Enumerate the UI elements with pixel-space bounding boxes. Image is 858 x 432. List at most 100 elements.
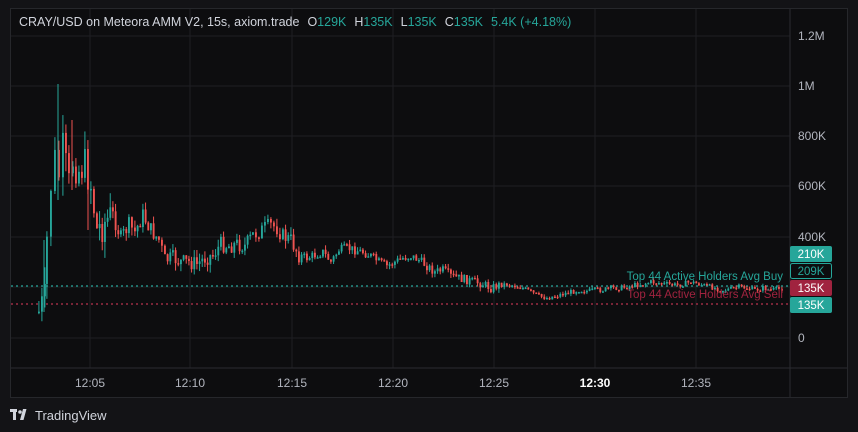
ohlc-legend: CRAY/USD on Meteora AMM V2, 15s, axiom.t… — [19, 15, 571, 29]
candle-body — [314, 252, 316, 258]
candle-body — [131, 217, 133, 228]
candle-body — [516, 287, 519, 289]
candle-body — [759, 290, 762, 293]
candle-body — [716, 287, 719, 292]
candle-body — [570, 289, 572, 294]
candle-body — [706, 284, 708, 286]
candle-body — [383, 260, 386, 262]
candle-body — [610, 285, 612, 289]
open-value: 129K — [317, 15, 347, 29]
avg-sell-label: Top 44 Active Holders Avg Sell — [627, 289, 783, 301]
candle-body — [174, 250, 177, 264]
candle-body — [44, 283, 46, 297]
candle-body — [623, 285, 626, 288]
candle-body — [327, 253, 330, 260]
candle-body — [351, 246, 354, 251]
candle-body — [134, 227, 136, 232]
candle-body — [754, 286, 756, 289]
candle-body — [295, 249, 298, 252]
candle-body — [738, 284, 740, 288]
candle-body — [58, 149, 60, 178]
candle-body — [147, 222, 150, 231]
candle-body — [172, 250, 174, 253]
time-tick: 12:05 — [75, 376, 105, 390]
candle-body — [46, 236, 48, 284]
low-value: 135K — [407, 15, 437, 29]
candle-body — [698, 283, 700, 286]
candle-body — [303, 253, 306, 256]
chart-panel[interactable] — [10, 8, 848, 398]
candlesticks — [38, 84, 783, 322]
candle-body — [394, 261, 396, 265]
price-tick: 800K — [798, 129, 826, 143]
candle-body — [106, 217, 109, 222]
footer-branding[interactable]: TradingView — [10, 406, 107, 424]
candle-body — [139, 225, 142, 228]
candle-body — [439, 268, 442, 272]
candle-body — [746, 288, 748, 290]
candle-body — [500, 282, 503, 287]
candle-body — [655, 283, 658, 285]
candle-body — [607, 287, 610, 289]
candle-body — [484, 282, 487, 286]
candle-body — [335, 254, 338, 257]
candle-body — [626, 287, 628, 290]
close-label: C — [444, 15, 454, 29]
candle-body — [426, 265, 428, 271]
candle-body — [772, 287, 775, 290]
time-tick: 12:15 — [277, 376, 307, 390]
candle-body — [273, 222, 275, 227]
candle-body — [692, 281, 695, 284]
candle-body — [676, 283, 679, 285]
time-tick: 12:20 — [378, 376, 408, 390]
candle-body — [220, 236, 222, 247]
candle-body — [535, 292, 538, 295]
candle-body — [434, 271, 436, 274]
candle-body — [423, 257, 426, 266]
time-axis[interactable]: 12:05 12:10 12:15 12:20 12:25 12:30 12:3… — [75, 376, 711, 390]
candle-body — [634, 282, 636, 287]
candle-body — [164, 245, 166, 255]
candle-body — [730, 287, 732, 289]
buy-price-badge-text: 210K — [798, 249, 825, 261]
candle-body — [562, 293, 564, 296]
candle-body — [391, 264, 394, 266]
candle-body — [81, 171, 83, 178]
candle-body — [209, 255, 212, 265]
candle-body — [308, 257, 311, 261]
candle-body — [114, 211, 117, 231]
candle-body — [204, 258, 206, 263]
candle-body — [679, 284, 682, 287]
candle-body — [455, 274, 458, 277]
candle-body — [68, 153, 70, 174]
candle-body — [732, 287, 735, 289]
candle-body — [276, 226, 278, 235]
candle-body — [348, 244, 351, 251]
time-tick: 12:35 — [681, 376, 711, 390]
candle-body — [522, 287, 524, 290]
candle-body — [62, 132, 64, 178]
candle-body — [506, 283, 508, 286]
buy-outline-badge-text: 209K — [798, 266, 825, 278]
candle-body — [177, 263, 180, 265]
candle-body — [466, 274, 468, 285]
price-axis[interactable]: 1.2M 1M 800K 600K 400K 0 — [798, 29, 826, 345]
candle-body — [330, 259, 332, 262]
candle-body — [442, 266, 444, 272]
candle-body — [639, 285, 642, 287]
candle-body — [487, 282, 490, 289]
candle-body — [378, 258, 380, 261]
candle-body — [198, 261, 201, 264]
candle-body — [636, 282, 639, 287]
candle-body — [222, 236, 225, 253]
candle-body — [498, 282, 500, 289]
candle-body — [410, 258, 412, 260]
candle-body — [112, 207, 114, 212]
candle-body — [93, 188, 95, 214]
candle-body — [370, 253, 372, 257]
candle-body — [65, 132, 67, 154]
candle-body — [166, 254, 169, 262]
candle-body — [519, 287, 522, 290]
sell-price-badge-text: 135K — [798, 283, 825, 295]
